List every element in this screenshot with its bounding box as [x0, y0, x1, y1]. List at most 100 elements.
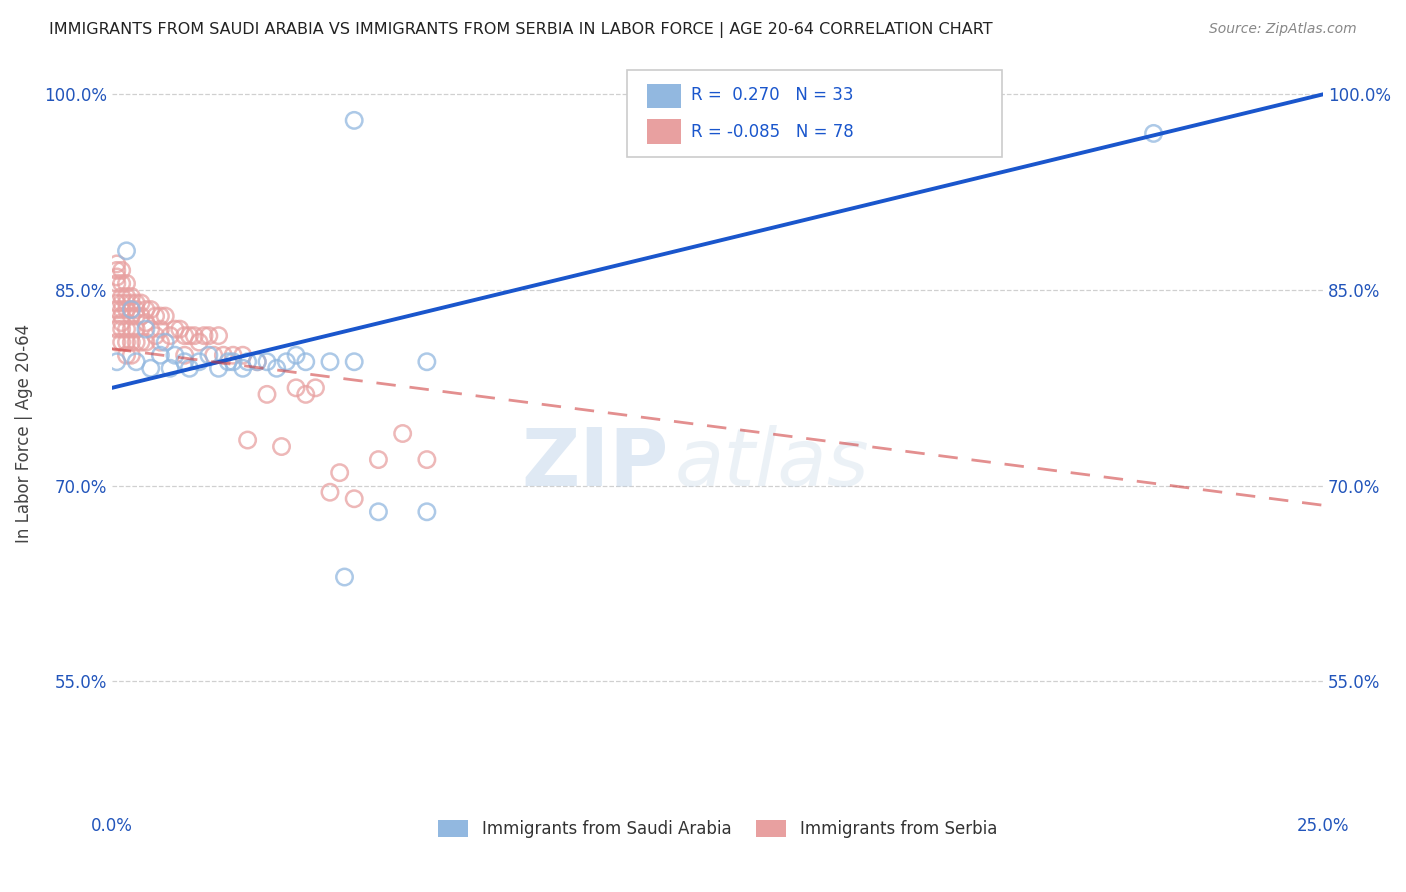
Point	[188, 355, 211, 369]
Point	[236, 355, 259, 369]
Point	[120, 289, 142, 303]
Point	[120, 348, 142, 362]
Point	[111, 335, 134, 350]
Point	[105, 277, 128, 291]
Point	[236, 433, 259, 447]
Point	[111, 277, 134, 291]
Point	[120, 335, 142, 350]
Point	[179, 328, 201, 343]
Point	[222, 348, 245, 362]
Point	[145, 328, 167, 343]
Point	[145, 309, 167, 323]
Text: Source: ZipAtlas.com: Source: ZipAtlas.com	[1209, 22, 1357, 37]
Point	[115, 302, 138, 317]
Point	[115, 296, 138, 310]
Point	[173, 328, 195, 343]
Point	[266, 361, 288, 376]
Point	[111, 316, 134, 330]
Point	[285, 348, 308, 362]
Point	[391, 426, 413, 441]
Point	[207, 361, 229, 376]
Point	[155, 309, 177, 323]
Point	[198, 328, 221, 343]
Point	[416, 452, 439, 467]
Point	[319, 485, 342, 500]
Point	[256, 387, 278, 401]
Point	[246, 355, 269, 369]
Point	[222, 355, 245, 369]
Point	[111, 296, 134, 310]
Point	[183, 328, 205, 343]
Point	[115, 322, 138, 336]
Point	[212, 348, 235, 362]
Point	[343, 491, 366, 506]
Text: atlas: atlas	[675, 425, 870, 503]
Point	[173, 348, 195, 362]
FancyBboxPatch shape	[647, 120, 682, 144]
Point	[105, 263, 128, 277]
Point	[149, 335, 172, 350]
Text: ZIP: ZIP	[522, 425, 669, 503]
Point	[188, 335, 211, 350]
Point	[217, 355, 239, 369]
Point	[159, 328, 181, 343]
Point	[163, 348, 186, 362]
Point	[343, 355, 366, 369]
Point	[111, 322, 134, 336]
Point	[256, 355, 278, 369]
Point	[125, 296, 148, 310]
Point	[329, 466, 352, 480]
FancyBboxPatch shape	[627, 70, 1002, 157]
Point	[115, 335, 138, 350]
Point	[105, 355, 128, 369]
Text: R =  0.270   N = 33: R = 0.270 N = 33	[690, 87, 853, 104]
Point	[179, 361, 201, 376]
Point	[276, 355, 298, 369]
Point	[246, 355, 269, 369]
Point	[294, 387, 316, 401]
Point	[135, 335, 157, 350]
FancyBboxPatch shape	[647, 84, 682, 108]
Point	[111, 263, 134, 277]
Point	[193, 328, 215, 343]
Point	[125, 335, 148, 350]
Point	[304, 381, 326, 395]
Point	[149, 309, 172, 323]
Point	[125, 302, 148, 317]
Point	[416, 355, 439, 369]
Point	[285, 381, 308, 395]
Point	[125, 355, 148, 369]
Point	[111, 289, 134, 303]
Point	[149, 322, 172, 336]
Point	[1142, 127, 1164, 141]
Point	[139, 361, 162, 376]
Point	[135, 322, 157, 336]
Point	[125, 322, 148, 336]
Point	[202, 348, 225, 362]
Point	[120, 296, 142, 310]
Point	[111, 302, 134, 317]
Point	[129, 335, 152, 350]
Point	[159, 361, 181, 376]
Point	[155, 335, 177, 350]
Point	[105, 335, 128, 350]
Point	[115, 277, 138, 291]
Point	[207, 328, 229, 343]
Point	[115, 348, 138, 362]
Point	[111, 309, 134, 323]
Point	[198, 348, 221, 362]
Point	[129, 296, 152, 310]
Point	[115, 289, 138, 303]
Point	[125, 309, 148, 323]
Text: IMMIGRANTS FROM SAUDI ARABIA VS IMMIGRANTS FROM SERBIA IN LABOR FORCE | AGE 20-6: IMMIGRANTS FROM SAUDI ARABIA VS IMMIGRAN…	[49, 22, 993, 38]
Point	[149, 348, 172, 362]
Point	[105, 302, 128, 317]
Point	[105, 269, 128, 284]
Point	[333, 570, 356, 584]
Point	[105, 322, 128, 336]
Point	[343, 113, 366, 128]
Point	[135, 302, 157, 317]
Point	[169, 322, 191, 336]
Point	[319, 355, 342, 369]
Text: R = -0.085   N = 78: R = -0.085 N = 78	[690, 122, 853, 141]
